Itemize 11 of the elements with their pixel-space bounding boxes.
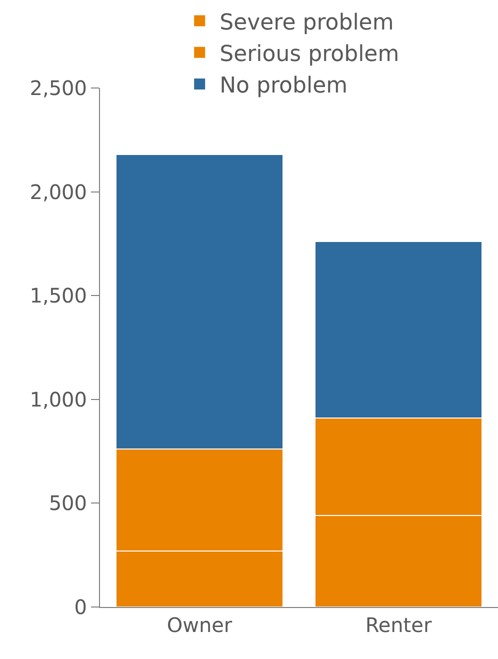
x-tick-label: Owner [166, 613, 233, 637]
y-tick-label: 2,000 [30, 180, 87, 204]
legend-label: Serious problem [220, 42, 400, 67]
y-tick-label: 1,000 [30, 387, 87, 412]
y-tick-label: 2,500 [30, 76, 87, 100]
y-tick-label: 1,500 [30, 284, 87, 308]
legend-label: Severe problem [220, 10, 394, 36]
y-tick-label: 0 [74, 595, 87, 619]
y-tick-label: 500 [48, 491, 87, 516]
x-tick-label: Renter [365, 613, 432, 637]
legend-label: No problem [220, 74, 348, 99]
